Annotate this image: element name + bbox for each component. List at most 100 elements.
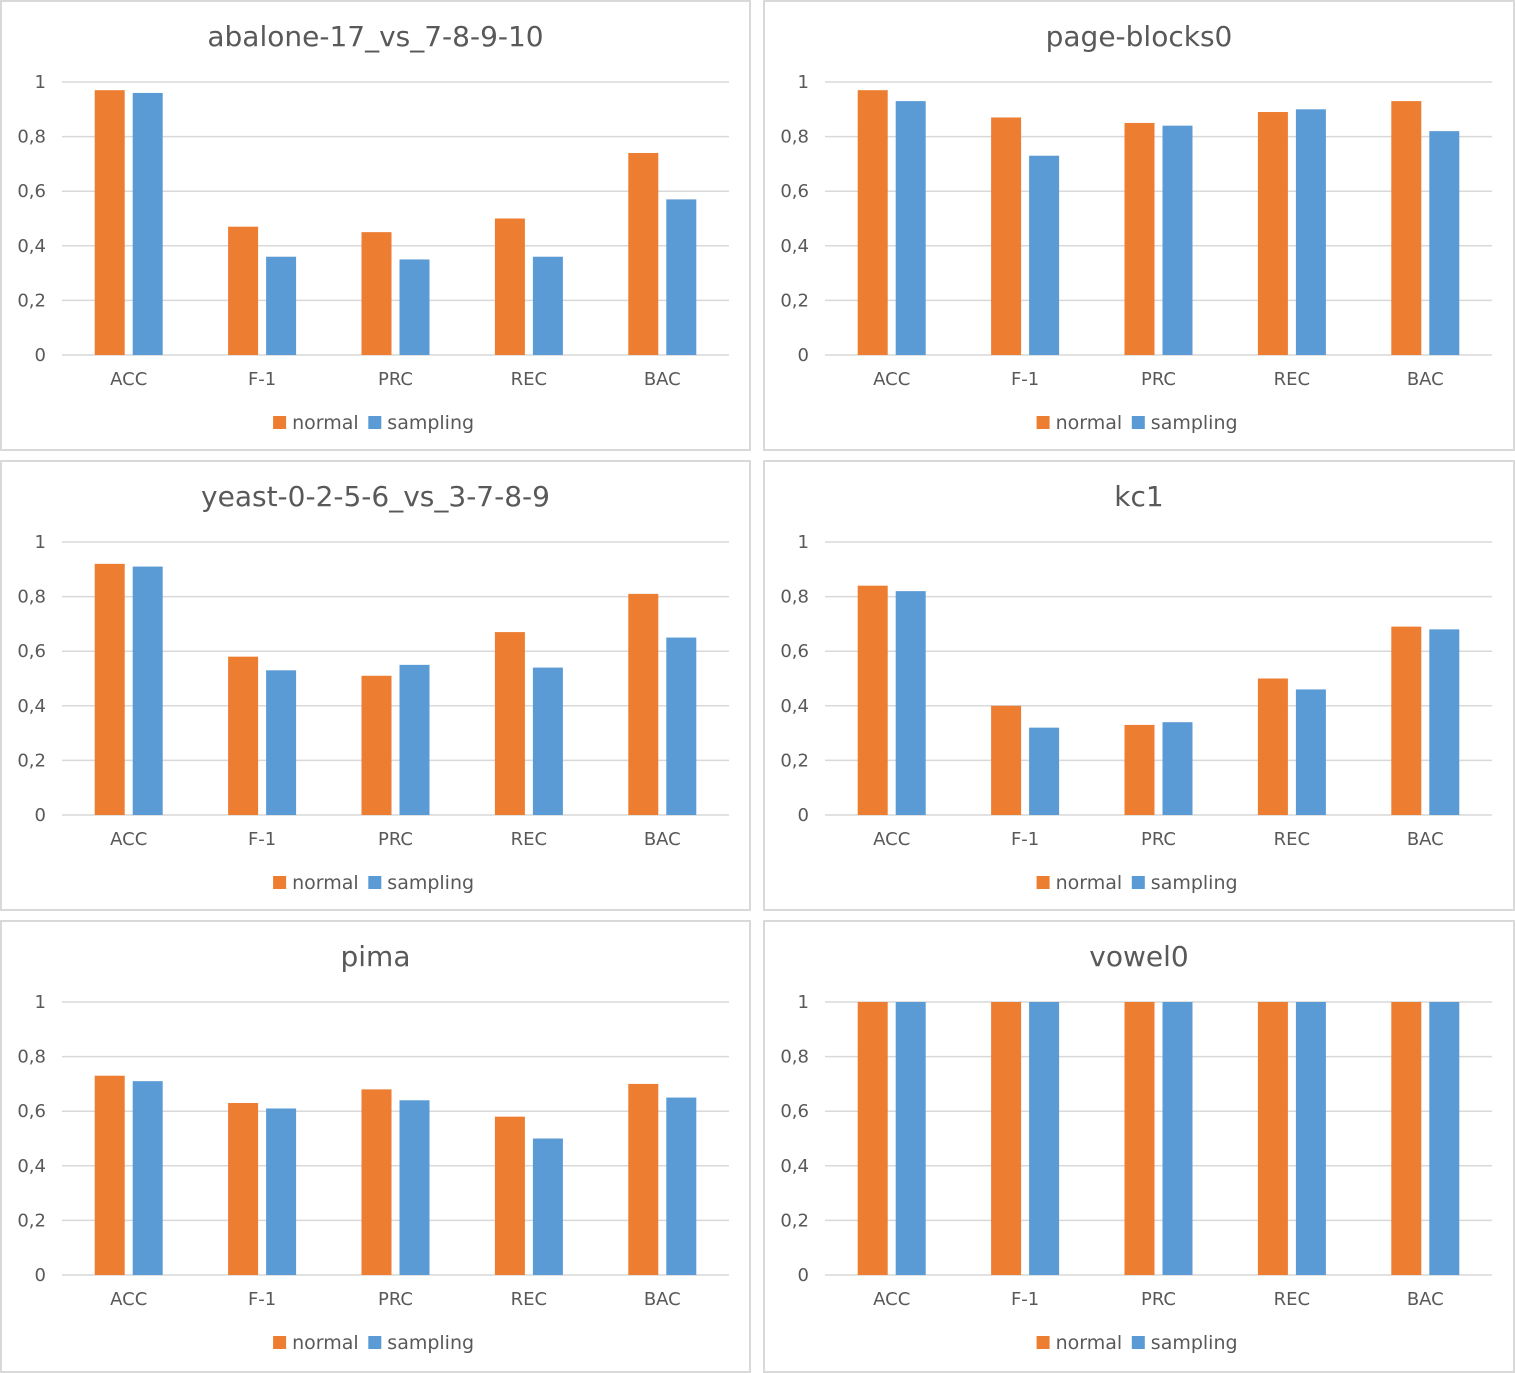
x-tick-label: F-1 <box>1011 829 1039 850</box>
x-tick-label: BAC <box>1407 829 1444 850</box>
x-tick-label: PRC <box>1141 829 1176 850</box>
x-tick-label: PRC <box>378 369 413 390</box>
chart-panel: vowel0 0 0,2 0,4 0,6 0,8 1 ACC F-1 PRC REC BAC norma… <box>763 920 1515 1373</box>
bar-normal <box>628 152 659 355</box>
legend-label: normal <box>1056 872 1123 894</box>
bar-normal <box>991 1002 1022 1275</box>
bar-normal <box>94 563 125 815</box>
y-tick-label: 0,2 <box>17 1210 46 1231</box>
x-tick-label: REC <box>511 829 547 850</box>
y-tick-label: 1 <box>798 72 809 93</box>
bar-sampling <box>666 1097 697 1275</box>
chart-panel: yeast-0-2-5-6_vs_3-7-8-9 0 0,2 0,4 0,6 0,8 1 AC… <box>0 460 751 911</box>
chart-svg: page-blocks0 0 0,2 0,4 0,6 0,8 1 ACC F-1 PRC REC BA… <box>780 20 1492 434</box>
bar-sampling <box>1295 689 1326 815</box>
bar-sampling <box>895 1002 926 1275</box>
x-tick-label: REC <box>1274 369 1310 390</box>
bar-normal <box>361 1089 392 1275</box>
x-tick-label: ACC <box>110 369 147 390</box>
y-tick-label: 0 <box>35 345 46 366</box>
bar-normal <box>1391 1002 1422 1275</box>
x-tick-label: ACC <box>110 1289 147 1310</box>
bar-normal <box>494 1116 525 1275</box>
chart-title: yeast-0-2-5-6_vs_3-7-8-9 <box>201 480 550 513</box>
x-tick-label: ACC <box>873 1289 910 1310</box>
chart-panel: page-blocks0 0 0,2 0,4 0,6 0,8 1 ACC F-1 PRC REC BA… <box>763 0 1515 451</box>
bar-normal <box>228 656 259 815</box>
bar-normal <box>1257 678 1288 815</box>
bar-sampling <box>266 1108 297 1275</box>
chart-title: vowel0 <box>1089 940 1188 973</box>
legend-label: normal <box>292 412 359 434</box>
legend-swatch-normal <box>273 1336 287 1349</box>
legend-swatch-normal <box>273 876 287 889</box>
y-tick-label: 0,8 <box>780 1047 809 1068</box>
x-tick-label: BAC <box>644 829 681 850</box>
legend-swatch-sampling <box>368 416 382 429</box>
bar-normal <box>1124 1002 1155 1275</box>
bar-normal <box>628 593 659 815</box>
bar-sampling <box>132 566 163 815</box>
bar-sampling <box>532 667 563 815</box>
legend-swatch-sampling <box>1131 876 1145 889</box>
x-tick-label: REC <box>511 1289 547 1310</box>
y-tick-label: 0,4 <box>17 236 46 257</box>
y-tick-label: 0,8 <box>17 127 46 148</box>
legend-label: sampling <box>387 1332 474 1354</box>
x-tick-label: F-1 <box>248 1289 276 1310</box>
y-tick-label: 0,6 <box>17 181 46 202</box>
bar-sampling <box>895 591 926 815</box>
y-tick-label: 1 <box>798 992 809 1013</box>
chart-panel: pima 0 0,2 0,4 0,6 0,8 1 ACC F-1 PRC REC BAC normal s… <box>0 920 751 1373</box>
legend-label: sampling <box>387 412 474 434</box>
legend-label: sampling <box>1151 412 1238 434</box>
x-tick-label: PRC <box>1141 369 1176 390</box>
chart-panel: abalone-17_vs_7-8-9-10 0 0,2 0,4 0,6 0,8 1 ACC F… <box>0 0 751 451</box>
y-tick-label: 0,2 <box>780 290 809 311</box>
bar-normal <box>857 585 888 815</box>
legend-swatch-normal <box>1036 876 1050 889</box>
bar-sampling <box>1162 125 1193 356</box>
legend-swatch-sampling <box>368 1336 382 1349</box>
y-tick-label: 0,4 <box>17 696 46 717</box>
x-tick-label: ACC <box>873 369 910 390</box>
legend-swatch-sampling <box>368 876 382 889</box>
bar-sampling <box>1429 629 1460 815</box>
y-tick-label: 0 <box>798 345 809 366</box>
x-tick-label: BAC <box>1407 369 1444 390</box>
bar-sampling <box>1295 1002 1326 1275</box>
bar-sampling <box>1029 727 1060 815</box>
bar-sampling <box>399 664 430 815</box>
y-tick-label: 0 <box>35 805 46 826</box>
x-tick-label: REC <box>511 369 547 390</box>
legend-label: normal <box>292 1332 359 1354</box>
x-tick-label: BAC <box>644 1289 681 1310</box>
y-tick-label: 0 <box>35 1265 46 1286</box>
bar-normal <box>991 705 1022 815</box>
x-tick-label: ACC <box>873 829 910 850</box>
x-tick-label: PRC <box>378 829 413 850</box>
legend-swatch-sampling <box>1131 416 1145 429</box>
bar-normal <box>1124 724 1155 815</box>
y-tick-label: 0 <box>798 1265 809 1286</box>
chart-svg: pima 0 0,2 0,4 0,6 0,8 1 ACC F-1 PRC REC BAC normal s… <box>17 940 729 1354</box>
bar-sampling <box>1162 722 1193 815</box>
bar-normal <box>857 90 888 355</box>
bar-normal <box>361 675 392 815</box>
y-tick-label: 1 <box>35 532 46 553</box>
bar-sampling <box>1429 131 1460 355</box>
bar-normal <box>628 1083 659 1275</box>
chart-title: pima <box>341 940 411 973</box>
bar-normal <box>94 1075 125 1275</box>
legend-label: normal <box>1056 1332 1123 1354</box>
bar-sampling <box>1429 1002 1460 1275</box>
y-tick-label: 0,6 <box>780 181 809 202</box>
y-tick-label: 0,8 <box>17 1047 46 1068</box>
y-tick-label: 0,4 <box>780 696 809 717</box>
legend-label: normal <box>1056 412 1123 434</box>
y-tick-label: 1 <box>35 992 46 1013</box>
bar-normal <box>857 1002 888 1275</box>
bar-sampling <box>532 256 563 355</box>
x-tick-label: REC <box>1274 1289 1310 1310</box>
x-tick-label: PRC <box>378 1289 413 1310</box>
